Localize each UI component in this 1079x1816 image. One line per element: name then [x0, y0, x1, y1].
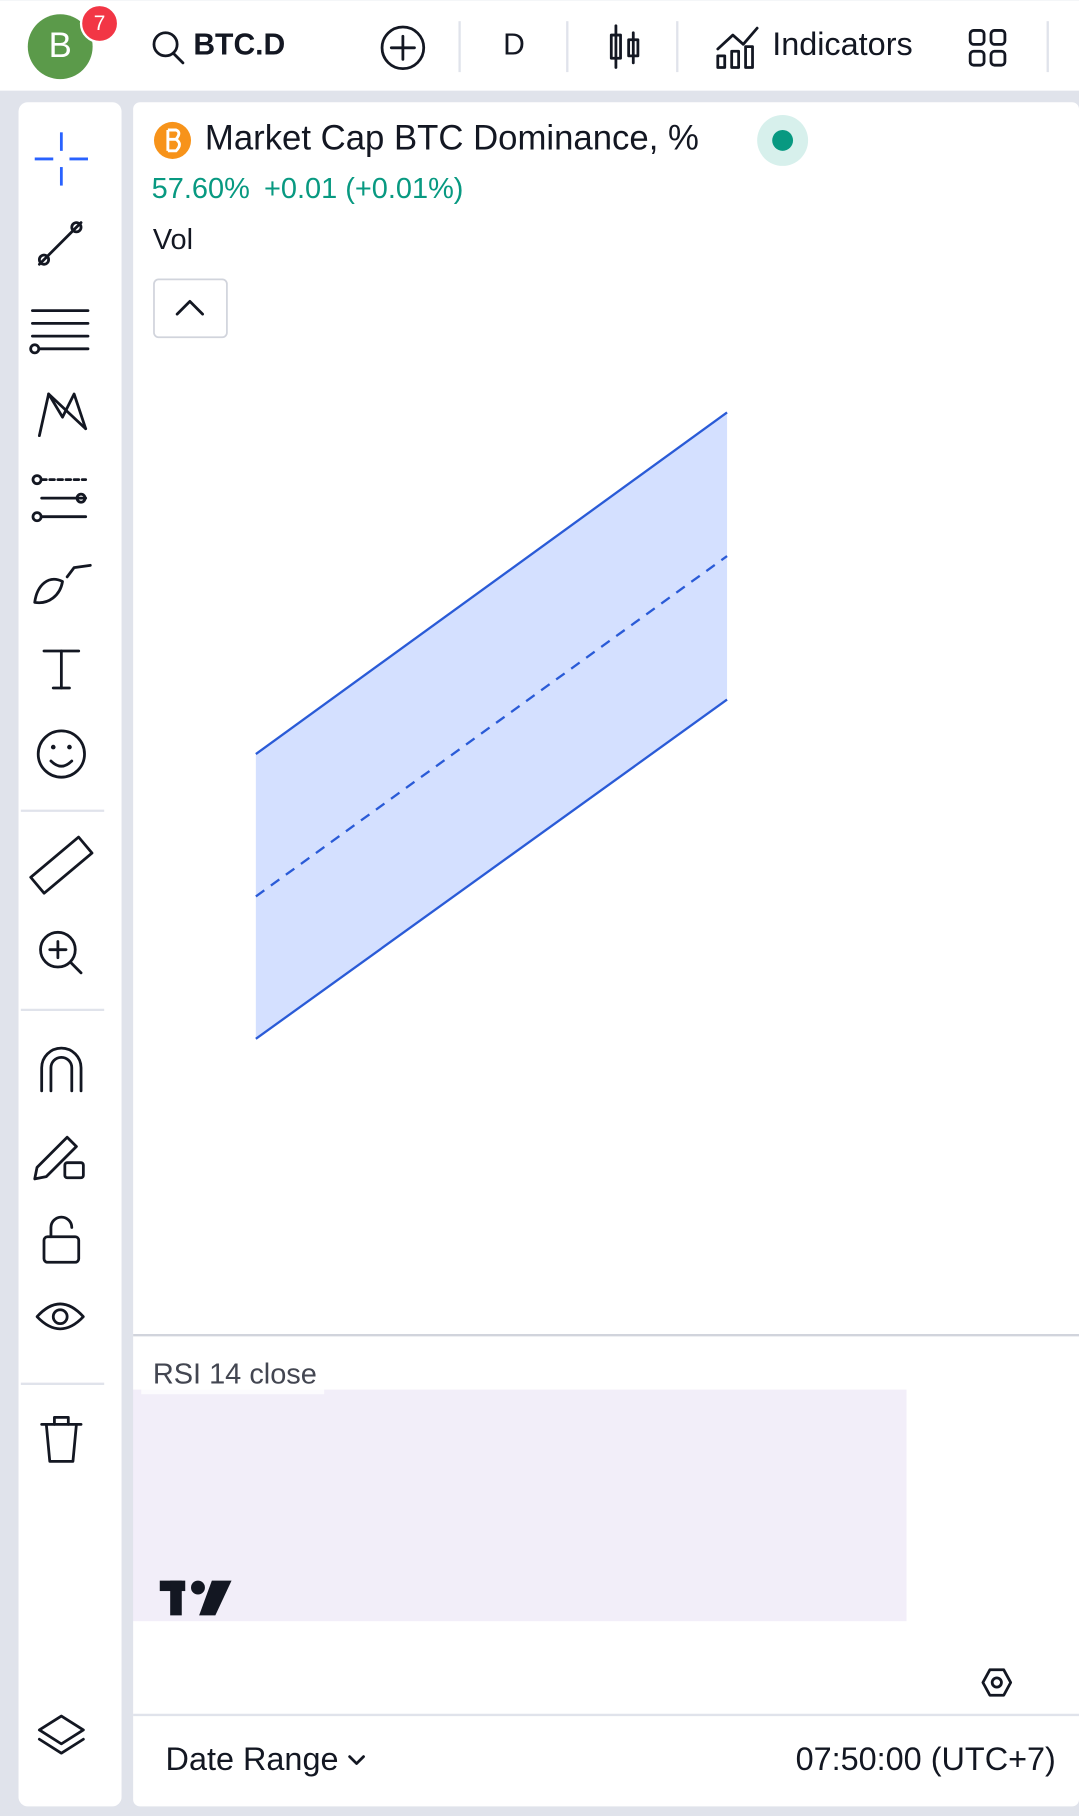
rsi-legend-bg [141, 1357, 325, 1395]
pattern-tool[interactable] [37, 392, 88, 438]
interval[interactable]: D [503, 29, 525, 62]
change: +0.01 (+0.01%) [264, 173, 463, 205]
settings-icon[interactable] [981, 1668, 1013, 1697]
chart-panel [133, 102, 1079, 1807]
left-toolbar [18, 102, 122, 1807]
chart-type-icon[interactable] [609, 24, 640, 69]
indicators[interactable]: Indicators [772, 26, 912, 62]
visibility-tool[interactable] [35, 1302, 85, 1331]
text-tool[interactable] [42, 649, 81, 690]
chart-title: Market Cap BTC Dominance, % [205, 120, 699, 158]
layers-tool[interactable] [37, 1714, 85, 1755]
ruler-tool[interactable] [29, 835, 94, 895]
projection-tool[interactable] [31, 474, 88, 523]
add-symbol[interactable] [380, 25, 426, 71]
zoom-tool[interactable] [39, 930, 83, 975]
trendline-tool[interactable] [37, 221, 83, 266]
avatar-letter: B [49, 27, 72, 65]
indicators-icon[interactable] [716, 26, 759, 69]
crosshair-tool[interactable] [34, 132, 88, 186]
parallel-channel[interactable] [255, 411, 728, 1040]
collapse-legend[interactable] [153, 278, 228, 339]
rsi-band [133, 1389, 907, 1622]
magnet-tool[interactable] [40, 1046, 83, 1093]
tv-logo [159, 1580, 232, 1616]
market-status-dot [772, 130, 794, 151]
rsi-legend: RSI 14 close [153, 1358, 317, 1390]
lock-drawings[interactable] [33, 1135, 85, 1181]
volume-legend: Vol [153, 224, 193, 256]
badge-count: 7 [94, 12, 106, 35]
symbol[interactable]: BTC.D [193, 29, 285, 62]
search-icon[interactable] [152, 31, 185, 65]
lock-tool[interactable] [42, 1215, 81, 1264]
timezone[interactable]: 07:50:00 (UTC+7) [796, 1741, 1056, 1777]
top-bar [0, 0, 1079, 91]
layout-icon[interactable] [968, 29, 1007, 67]
avatar[interactable] [27, 14, 93, 80]
delete-tool[interactable] [40, 1416, 83, 1463]
last-value: 57.60% [152, 173, 250, 205]
date-range[interactable]: Date Range [166, 1741, 339, 1777]
fib-tool[interactable] [29, 309, 90, 355]
badge [79, 3, 120, 44]
coin-icon [153, 121, 192, 159]
date-range-chevron[interactable] [348, 1755, 365, 1765]
brush-tool[interactable] [33, 563, 92, 605]
emoji-tool[interactable] [36, 729, 86, 779]
